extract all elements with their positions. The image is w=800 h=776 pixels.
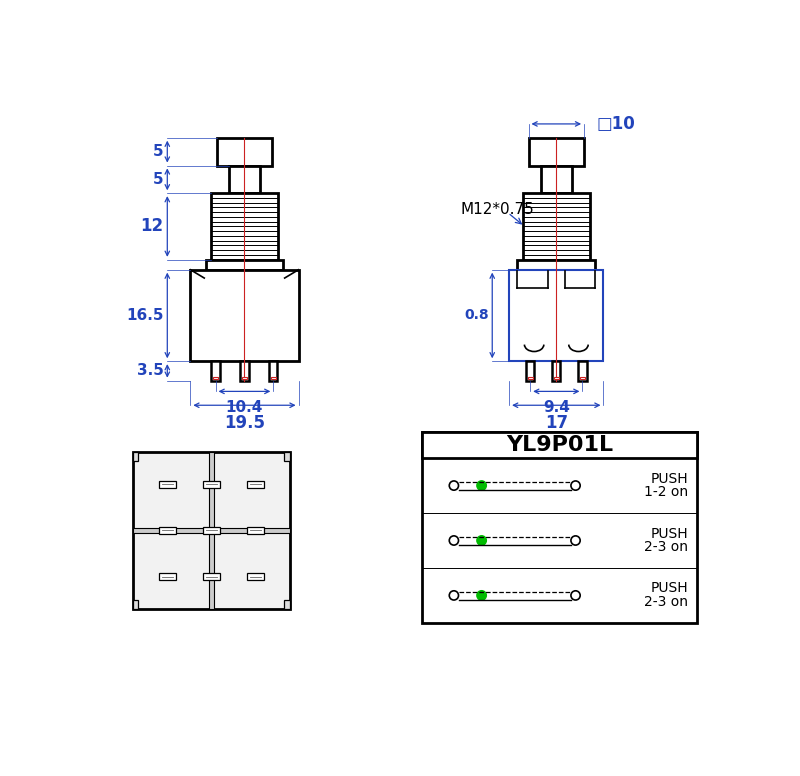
Bar — [285, 600, 290, 609]
Circle shape — [450, 536, 458, 545]
Text: 9.4: 9.4 — [543, 400, 570, 415]
Bar — [552, 361, 561, 380]
Bar — [133, 452, 138, 461]
Bar — [541, 165, 571, 193]
Text: 1-2 on: 1-2 on — [644, 486, 688, 500]
Text: 12: 12 — [140, 217, 163, 235]
Circle shape — [477, 481, 486, 490]
Bar — [578, 361, 586, 380]
Bar — [203, 573, 220, 580]
Bar — [246, 527, 264, 534]
Text: 17: 17 — [545, 414, 568, 431]
Bar — [240, 361, 249, 380]
Circle shape — [477, 591, 486, 600]
Text: 3.5: 3.5 — [137, 363, 163, 379]
Text: 0.8: 0.8 — [465, 309, 489, 323]
Circle shape — [450, 481, 458, 490]
Bar — [209, 452, 214, 609]
Circle shape — [571, 481, 580, 490]
Bar — [523, 193, 590, 260]
Bar — [246, 481, 264, 488]
Bar — [206, 260, 283, 270]
Text: 5: 5 — [153, 144, 163, 159]
Bar — [246, 573, 264, 580]
Circle shape — [571, 591, 580, 600]
Bar — [203, 481, 220, 488]
Bar — [526, 361, 534, 380]
Text: 19.5: 19.5 — [224, 414, 265, 431]
Bar — [190, 270, 298, 361]
Bar — [230, 165, 260, 193]
Bar — [518, 260, 595, 270]
Bar — [133, 528, 290, 533]
Bar — [159, 573, 176, 580]
Bar — [509, 270, 603, 361]
Text: PUSH: PUSH — [650, 527, 688, 541]
Circle shape — [571, 536, 580, 545]
Bar — [242, 377, 247, 379]
Bar — [422, 432, 698, 458]
Text: 5: 5 — [153, 171, 163, 187]
Bar — [159, 527, 176, 534]
Text: PUSH: PUSH — [650, 581, 688, 595]
Bar — [580, 377, 585, 379]
Text: 16.5: 16.5 — [126, 308, 163, 323]
Text: 10.4: 10.4 — [226, 400, 263, 415]
Bar — [269, 361, 278, 380]
Text: 2-3 on: 2-3 on — [644, 595, 688, 609]
Text: 2-3 on: 2-3 on — [644, 540, 688, 554]
Text: YL9P01L: YL9P01L — [506, 435, 613, 455]
Bar — [270, 377, 276, 379]
Bar — [422, 432, 698, 623]
Bar — [529, 138, 584, 165]
Text: □10: □10 — [596, 115, 635, 133]
Circle shape — [477, 536, 486, 545]
Bar — [217, 138, 272, 165]
Bar — [285, 452, 290, 461]
Bar — [211, 193, 278, 260]
Circle shape — [450, 591, 458, 600]
Bar — [159, 481, 176, 488]
Text: PUSH: PUSH — [650, 472, 688, 486]
Bar — [133, 452, 290, 609]
Bar — [554, 377, 558, 379]
Bar — [211, 361, 220, 380]
Bar — [203, 527, 220, 534]
Text: M12*0.75: M12*0.75 — [460, 202, 534, 217]
Bar — [133, 600, 138, 609]
Bar — [213, 377, 218, 379]
Bar — [528, 377, 533, 379]
